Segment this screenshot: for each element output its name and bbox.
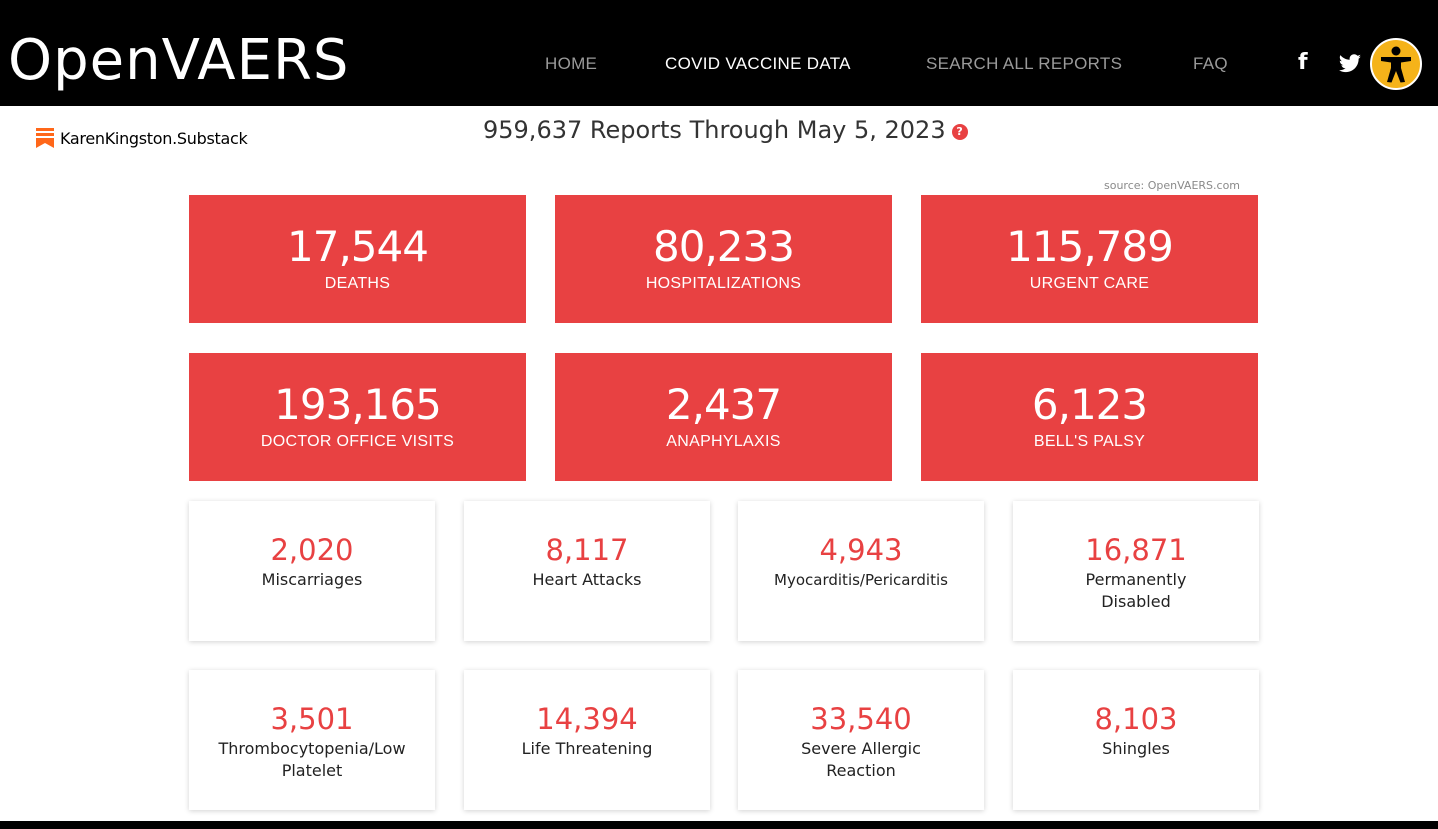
stat-card-severe-allergic-reaction[interactable]: 33,540 Severe Allergic Reaction xyxy=(738,670,984,810)
stat-value: 16,871 xyxy=(1085,533,1187,567)
stat-value: 8,117 xyxy=(545,533,629,567)
stat-card-shingles[interactable]: 8,103 Shingles xyxy=(1013,670,1259,810)
stat-label: Heart Attacks xyxy=(532,570,642,589)
stat-value: 193,165 xyxy=(274,380,442,429)
stat-label: Myocarditis/Pericarditis xyxy=(774,571,948,589)
help-icon[interactable]: ? xyxy=(951,124,968,140)
stat-label: BELL'S PALSY xyxy=(1033,433,1146,450)
stat-label: DOCTOR OFFICE VISITS xyxy=(260,433,455,450)
stat-value: 6,123 xyxy=(1031,380,1148,429)
stat-value: 33,540 xyxy=(810,702,912,736)
stat-label: Miscarriages xyxy=(261,570,363,589)
stat-value: 14,394 xyxy=(536,702,638,736)
site-header: OpenVAERS HOME COVID VACCINE DATA SEARCH… xyxy=(0,0,1438,106)
nav-faq[interactable]: FAQ xyxy=(1193,54,1228,73)
substack-badge[interactable]: KarenKingston.Substack xyxy=(36,126,248,150)
twitter-icon[interactable] xyxy=(1338,54,1362,78)
accessibility-icon[interactable] xyxy=(1370,38,1422,94)
stat-card-hospitalizations[interactable]: 80,233 HOSPITALIZATIONS xyxy=(555,195,892,323)
stat-card-deaths[interactable]: 17,544 DEATHS xyxy=(189,195,526,323)
substack-icon xyxy=(36,128,54,148)
source-note: source: OpenVAERS.com xyxy=(1104,179,1241,192)
stat-card-permanently-disabled[interactable]: 16,871 Permanently Disabled xyxy=(1013,501,1259,641)
stat-value: 2,437 xyxy=(665,380,782,429)
stat-card-urgent-care[interactable]: 115,789 URGENT CARE xyxy=(921,195,1258,323)
stat-value: 17,544 xyxy=(287,222,429,271)
stat-card-life-threatening[interactable]: 14,394 Life Threatening xyxy=(464,670,710,810)
reports-headline-text: 959,637 Reports Through May 5, 2023 xyxy=(483,116,946,144)
stat-value: 115,789 xyxy=(1006,222,1174,271)
substack-label: KarenKingston.Substack xyxy=(60,128,248,148)
stat-value: 8,103 xyxy=(1094,702,1178,736)
stat-label: DEATHS xyxy=(324,275,391,292)
stat-label: ANAPHYLAXIS xyxy=(666,433,781,450)
stat-card-miscarriages[interactable]: 2,020 Miscarriages xyxy=(189,501,435,641)
stat-card-thrombocytopenia[interactable]: 3,501 Thrombocytopenia/Low Platelet xyxy=(189,670,435,810)
stat-value: 3,501 xyxy=(270,702,354,736)
stat-card-heart-attacks[interactable]: 8,117 Heart Attacks xyxy=(464,501,710,641)
stat-label: HOSPITALIZATIONS xyxy=(645,275,802,292)
site-logo[interactable]: OpenVAERS xyxy=(8,28,350,93)
stat-value: 4,943 xyxy=(819,533,903,567)
nav-search-all-reports[interactable]: SEARCH ALL REPORTS xyxy=(926,54,1123,73)
stat-label: URGENT CARE xyxy=(1029,275,1150,292)
stat-label: Severe Allergic Reaction xyxy=(801,739,921,780)
nav-home[interactable]: HOME xyxy=(545,54,598,73)
facebook-icon[interactable]: f xyxy=(1298,50,1308,75)
stat-value: 2,020 xyxy=(270,533,354,567)
nav-covid-vaccine-data[interactable]: COVID VACCINE DATA xyxy=(665,54,851,73)
stat-card-anaphylaxis[interactable]: 2,437 ANAPHYLAXIS xyxy=(555,353,892,481)
stat-label: Permanently Disabled xyxy=(1085,570,1187,611)
reports-headline: 959,637 Reports Through May 5, 2023 ? xyxy=(483,116,968,144)
stat-label: Shingles xyxy=(1102,739,1170,758)
bottom-bar xyxy=(0,821,1438,829)
stat-label: Thrombocytopenia/Low Platelet xyxy=(218,739,406,780)
stat-card-bells-palsy[interactable]: 6,123 BELL'S PALSY xyxy=(921,353,1258,481)
stat-card-doctor-office-visits[interactable]: 193,165 DOCTOR OFFICE VISITS xyxy=(189,353,526,481)
stat-label: Life Threatening xyxy=(521,739,653,758)
stat-card-myocarditis[interactable]: 4,943 Myocarditis/Pericarditis xyxy=(738,501,984,641)
stat-value: 80,233 xyxy=(653,222,795,271)
